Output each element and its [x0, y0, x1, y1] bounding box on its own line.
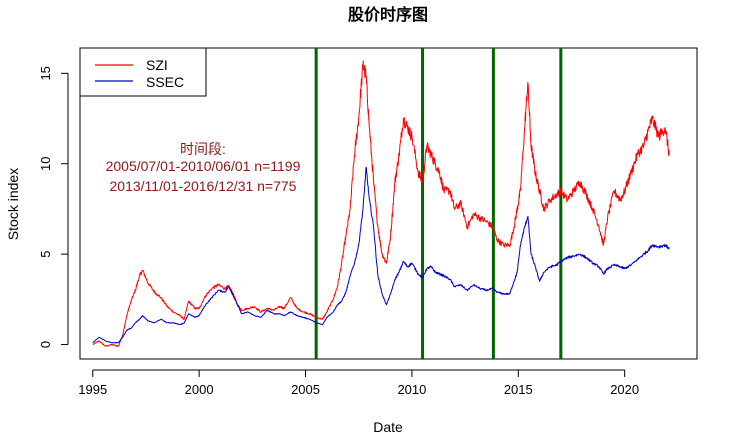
- x-tick-label: 1995: [78, 382, 107, 397]
- legend-label-ssec: SSEC: [146, 74, 184, 90]
- y-axis: 0 5 10 15: [38, 66, 69, 348]
- y-axis-label: Stock index: [5, 168, 21, 240]
- series-layer: [92, 60, 670, 347]
- annotation-line-1: 时间段:: [180, 141, 226, 157]
- y-tick-label: 5: [38, 251, 53, 258]
- x-tick-label: 2000: [185, 382, 214, 397]
- annotation-line-3: 2013/11/01-2016/12/31 n=775: [110, 178, 297, 194]
- annotation: 时间段: 2005/07/01-2010/06/01 n=1199 2013/1…: [106, 141, 301, 194]
- chart-title: 股价时序图: [348, 5, 428, 24]
- x-tick-label: 2020: [610, 382, 639, 397]
- period-boundary-lines: [314, 48, 563, 359]
- legend-box: [79, 47, 207, 97]
- x-axis: 1995 2000 2005 2010 2015 2020: [78, 369, 639, 397]
- y-tick-label: 10: [38, 156, 53, 170]
- x-axis-label: Date: [373, 419, 403, 435]
- x-tick-label: 2015: [504, 382, 533, 397]
- annotation-line-2: 2005/07/01-2010/06/01 n=1199: [106, 158, 301, 174]
- legend-label-szi: SZI: [146, 57, 168, 73]
- y-tick-label: 15: [38, 66, 53, 80]
- x-tick-label: 2005: [291, 382, 320, 397]
- series-line-szi: [92, 60, 670, 347]
- series-line-ssec: [92, 166, 670, 344]
- x-tick-label: 2010: [397, 382, 426, 397]
- legend: SZI SSEC: [79, 47, 207, 97]
- y-tick-label: 0: [38, 341, 53, 348]
- plot-frame: [79, 47, 698, 360]
